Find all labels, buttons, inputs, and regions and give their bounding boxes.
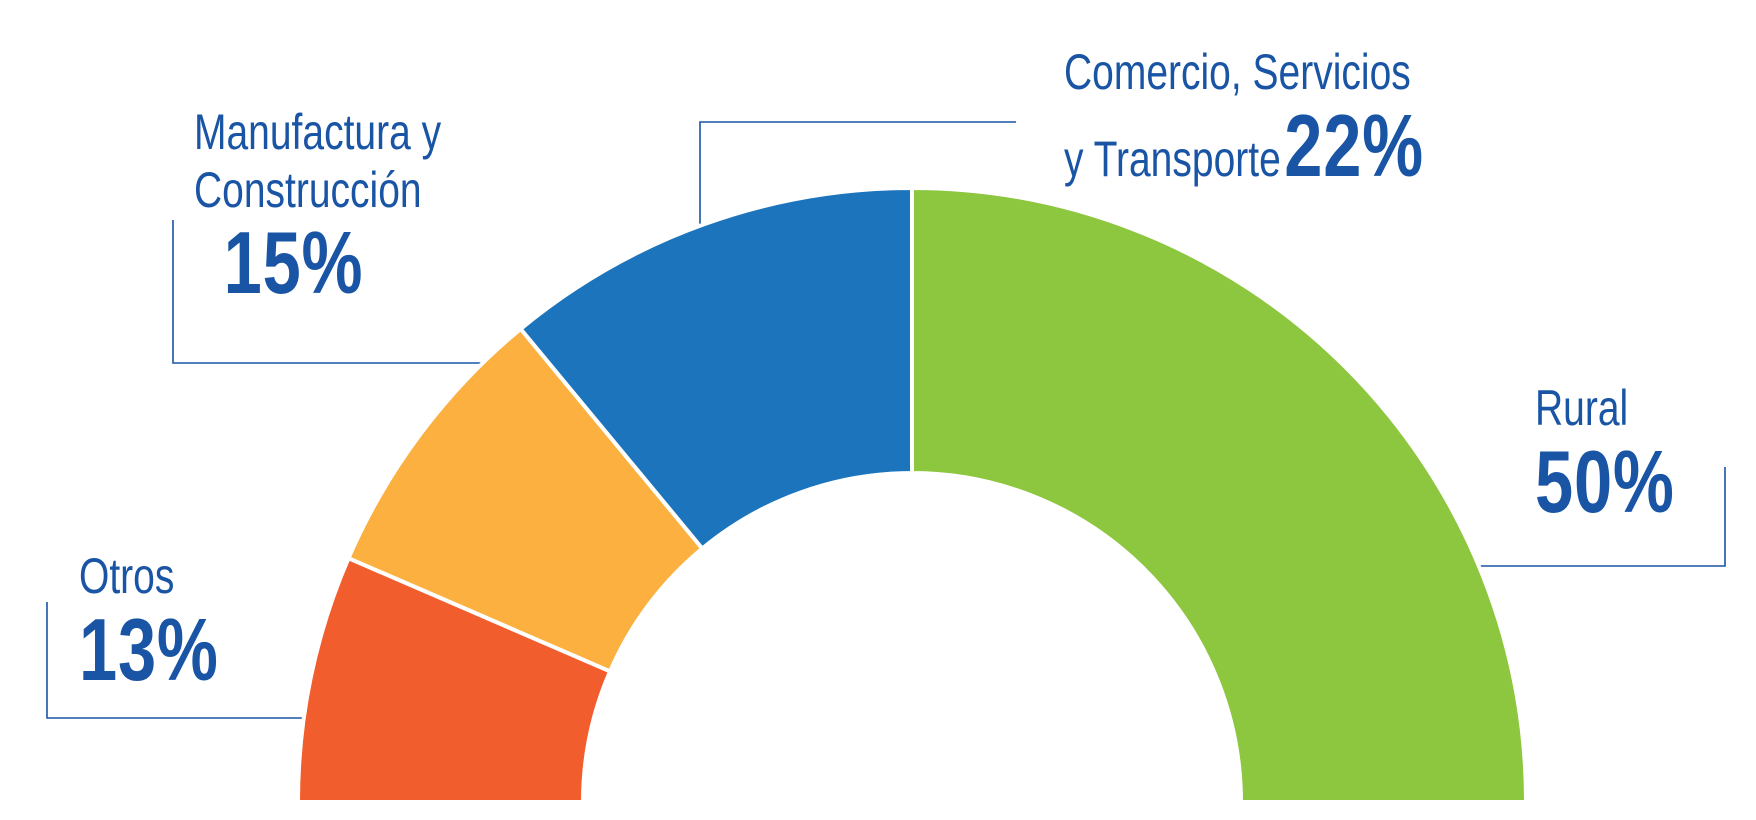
label: Otros 13% <box>79 548 313 694</box>
leader-line <box>699 121 1016 257</box>
leader-line <box>46 602 321 719</box>
category-label: Comercio, Servicios y Transporte <box>1064 44 1411 187</box>
segment <box>518 186 914 551</box>
category-label: Rural <box>1535 380 1629 436</box>
segment <box>910 186 1528 804</box>
leader-line <box>1464 467 1726 567</box>
value-label: 22% <box>1284 95 1424 195</box>
leader-line <box>172 220 507 364</box>
category-label: Otros <box>79 548 175 604</box>
label: Comercio, Servicios y Transporte 22% <box>1064 44 1438 190</box>
value-label: 15% <box>223 213 364 312</box>
value-label: 13% <box>79 599 219 699</box>
value-label: 50% <box>1535 431 1675 531</box>
label: Manufactura y Construcción 15% <box>194 104 451 307</box>
category-label: Manufactura y Construcción <box>194 104 442 218</box>
label: Rural 50% <box>1535 380 1756 526</box>
